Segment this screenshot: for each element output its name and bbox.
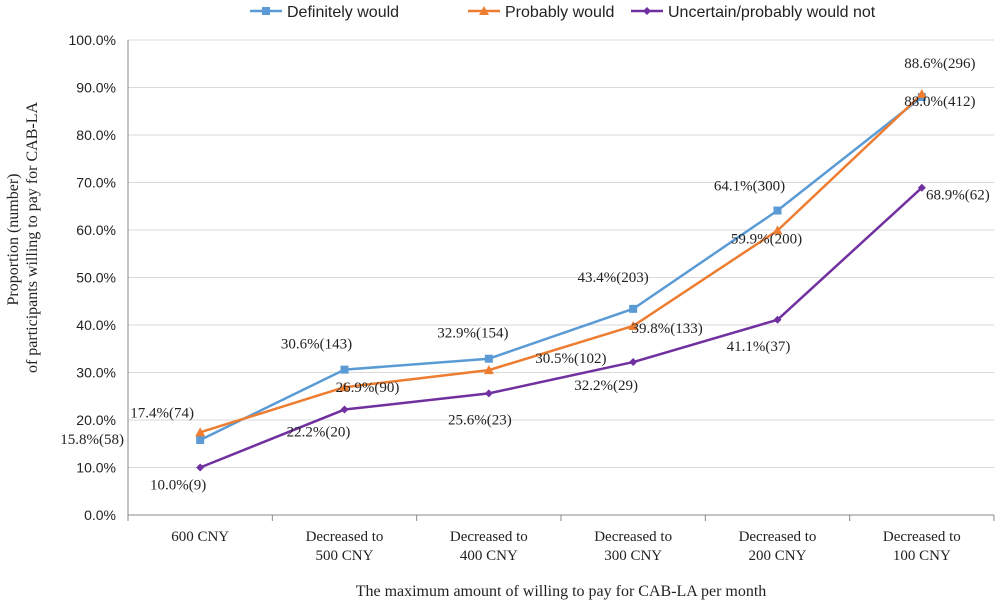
- x-tick-label: 600 CNY: [171, 529, 229, 545]
- data-label-s2-p5: 68.9%(62): [926, 188, 990, 204]
- data-label-s1-p4: 59.9%(200): [731, 231, 802, 247]
- x-tick-label-line: 600 CNY: [171, 529, 229, 545]
- x-tick-label-line: Decreased to: [306, 529, 384, 545]
- x-tick-label-line: Decreased to: [594, 529, 672, 545]
- data-point-s2-p0: [196, 463, 205, 472]
- x-tick-label-line: 200 CNY: [749, 548, 807, 564]
- y-axis-title: Proportion (number) of participants will…: [5, 102, 41, 374]
- data-label-s2-p3: 32.2%(29): [574, 378, 638, 394]
- data-point-s0-p0: [196, 435, 205, 444]
- x-tick-label-line: 100 CNY: [893, 548, 951, 564]
- x-axis-ticks: 600 CNY Decreased to 500 CNY Decreased to 40…: [171, 529, 961, 564]
- y-tick-label: 10.0%: [76, 460, 116, 476]
- series-line-1: [199, 93, 923, 434]
- data-point-s2-p2: [484, 389, 493, 398]
- data-point-s0-p4: [773, 206, 782, 215]
- y-axis-ticks: 0.0% 10.0% 20.0% 30.0% 40.0% 50.0% 60.0% 70.0% 8…: [69, 32, 116, 523]
- data-label-s2-p1: 22.2%(20): [287, 425, 351, 441]
- gridlines: [128, 39, 994, 468]
- legend-label-1: Probably would: [505, 4, 614, 21]
- data-label-s0-p0: 15.8%(58): [60, 432, 124, 448]
- data-label-s0-p5: 88.0%(412): [904, 94, 975, 110]
- data-point-slegend0-p0: [262, 7, 270, 15]
- legend-label-2: Uncertain/probably would not: [668, 4, 876, 21]
- data-labels: 15.8%(58) 30.6%(143) 32.9%(154) 43.4%(203) 6…: [60, 56, 989, 493]
- data-point-s2-p1: [340, 405, 349, 414]
- y-tick-label: 70.0%: [76, 175, 116, 191]
- data-label-s1-p0: 17.4%(74): [130, 405, 194, 421]
- y-tick-label: 90.0%: [76, 80, 116, 96]
- y-tick-label: 50.0%: [76, 270, 116, 286]
- legend: Definitely would Probably would Uncertain/…: [250, 4, 876, 21]
- y-tick-label: 100.0%: [69, 32, 116, 48]
- y-tick-label: 60.0%: [76, 222, 116, 238]
- data-point-slegend1-p0: [479, 6, 489, 15]
- data-label-s2-p2: 25.6%(23): [448, 412, 512, 428]
- y-axis-title-line-1: Proportion (number): [5, 174, 22, 306]
- series-layer: [195, 89, 927, 472]
- data-point-slegend2-p0: [643, 7, 651, 15]
- data-label-s0-p4: 64.1%(300): [714, 179, 785, 195]
- data-label-s1-p3: 39.8%(133): [632, 321, 703, 337]
- data-label-s1-p5: 88.6%(296): [904, 56, 975, 72]
- x-tick-label-line: Decreased to: [883, 529, 961, 545]
- x-tick-label-line: Decreased to: [739, 529, 817, 545]
- data-point-s0-p3: [629, 304, 638, 313]
- y-axis-title-line-2: of participants willing to pay for CAB-L…: [24, 102, 41, 374]
- data-label-s2-p0: 10.0%(9): [150, 478, 206, 494]
- y-tick-label: 0.0%: [84, 507, 116, 523]
- y-tick-label: 30.0%: [76, 365, 116, 381]
- data-label-s0-p3: 43.4%(203): [578, 270, 649, 286]
- y-tick-label: 80.0%: [76, 127, 116, 143]
- data-label-s2-p4: 41.1%(37): [727, 339, 791, 355]
- data-label-s0-p2: 32.9%(154): [437, 326, 508, 342]
- data-point-s1-p5: [916, 89, 927, 99]
- y-tick-label: 40.0%: [76, 317, 116, 333]
- data-point-s0-p2: [484, 354, 493, 363]
- data-point-s1-p0: [195, 427, 206, 437]
- y-tick-label: 20.0%: [76, 412, 116, 428]
- data-point-s2-p5: [917, 183, 926, 192]
- data-point-s2-p4: [773, 315, 782, 324]
- data-point-s1-p2: [483, 365, 494, 375]
- x-tick-label-line: 300 CNY: [604, 548, 662, 564]
- x-tick-label: Decreased to 500 CNY: [306, 529, 384, 564]
- series-line-0: [199, 96, 923, 442]
- x-tick-label-line: Decreased to: [450, 529, 528, 545]
- x-tick-label: Decreased to 200 CNY: [739, 529, 817, 564]
- data-label-s1-p2: 30.5%(102): [535, 351, 606, 367]
- series-line-2: [199, 186, 923, 469]
- x-axis-title: The maximum amount of willing to pay for…: [356, 583, 767, 600]
- data-label-s0-p1: 30.6%(143): [281, 337, 352, 353]
- axes: [127, 40, 995, 521]
- x-tick-label: Decreased to 300 CNY: [594, 529, 672, 564]
- data-label-s1-p1: 26.9%(90): [336, 380, 400, 396]
- legend-label-0: Definitely would: [287, 4, 399, 21]
- data-point-s2-p3: [629, 358, 638, 367]
- data-point-s0-p1: [340, 365, 349, 374]
- x-tick-label-line: 400 CNY: [460, 548, 518, 564]
- data-point-s1-p1: [339, 382, 350, 392]
- data-point-s1-p4: [772, 225, 783, 235]
- data-point-s1-p3: [628, 320, 639, 330]
- x-tick-label: Decreased to 100 CNY: [883, 529, 961, 564]
- x-tick-label-line: 500 CNY: [316, 548, 374, 564]
- x-tick-label: Decreased to 400 CNY: [450, 529, 528, 564]
